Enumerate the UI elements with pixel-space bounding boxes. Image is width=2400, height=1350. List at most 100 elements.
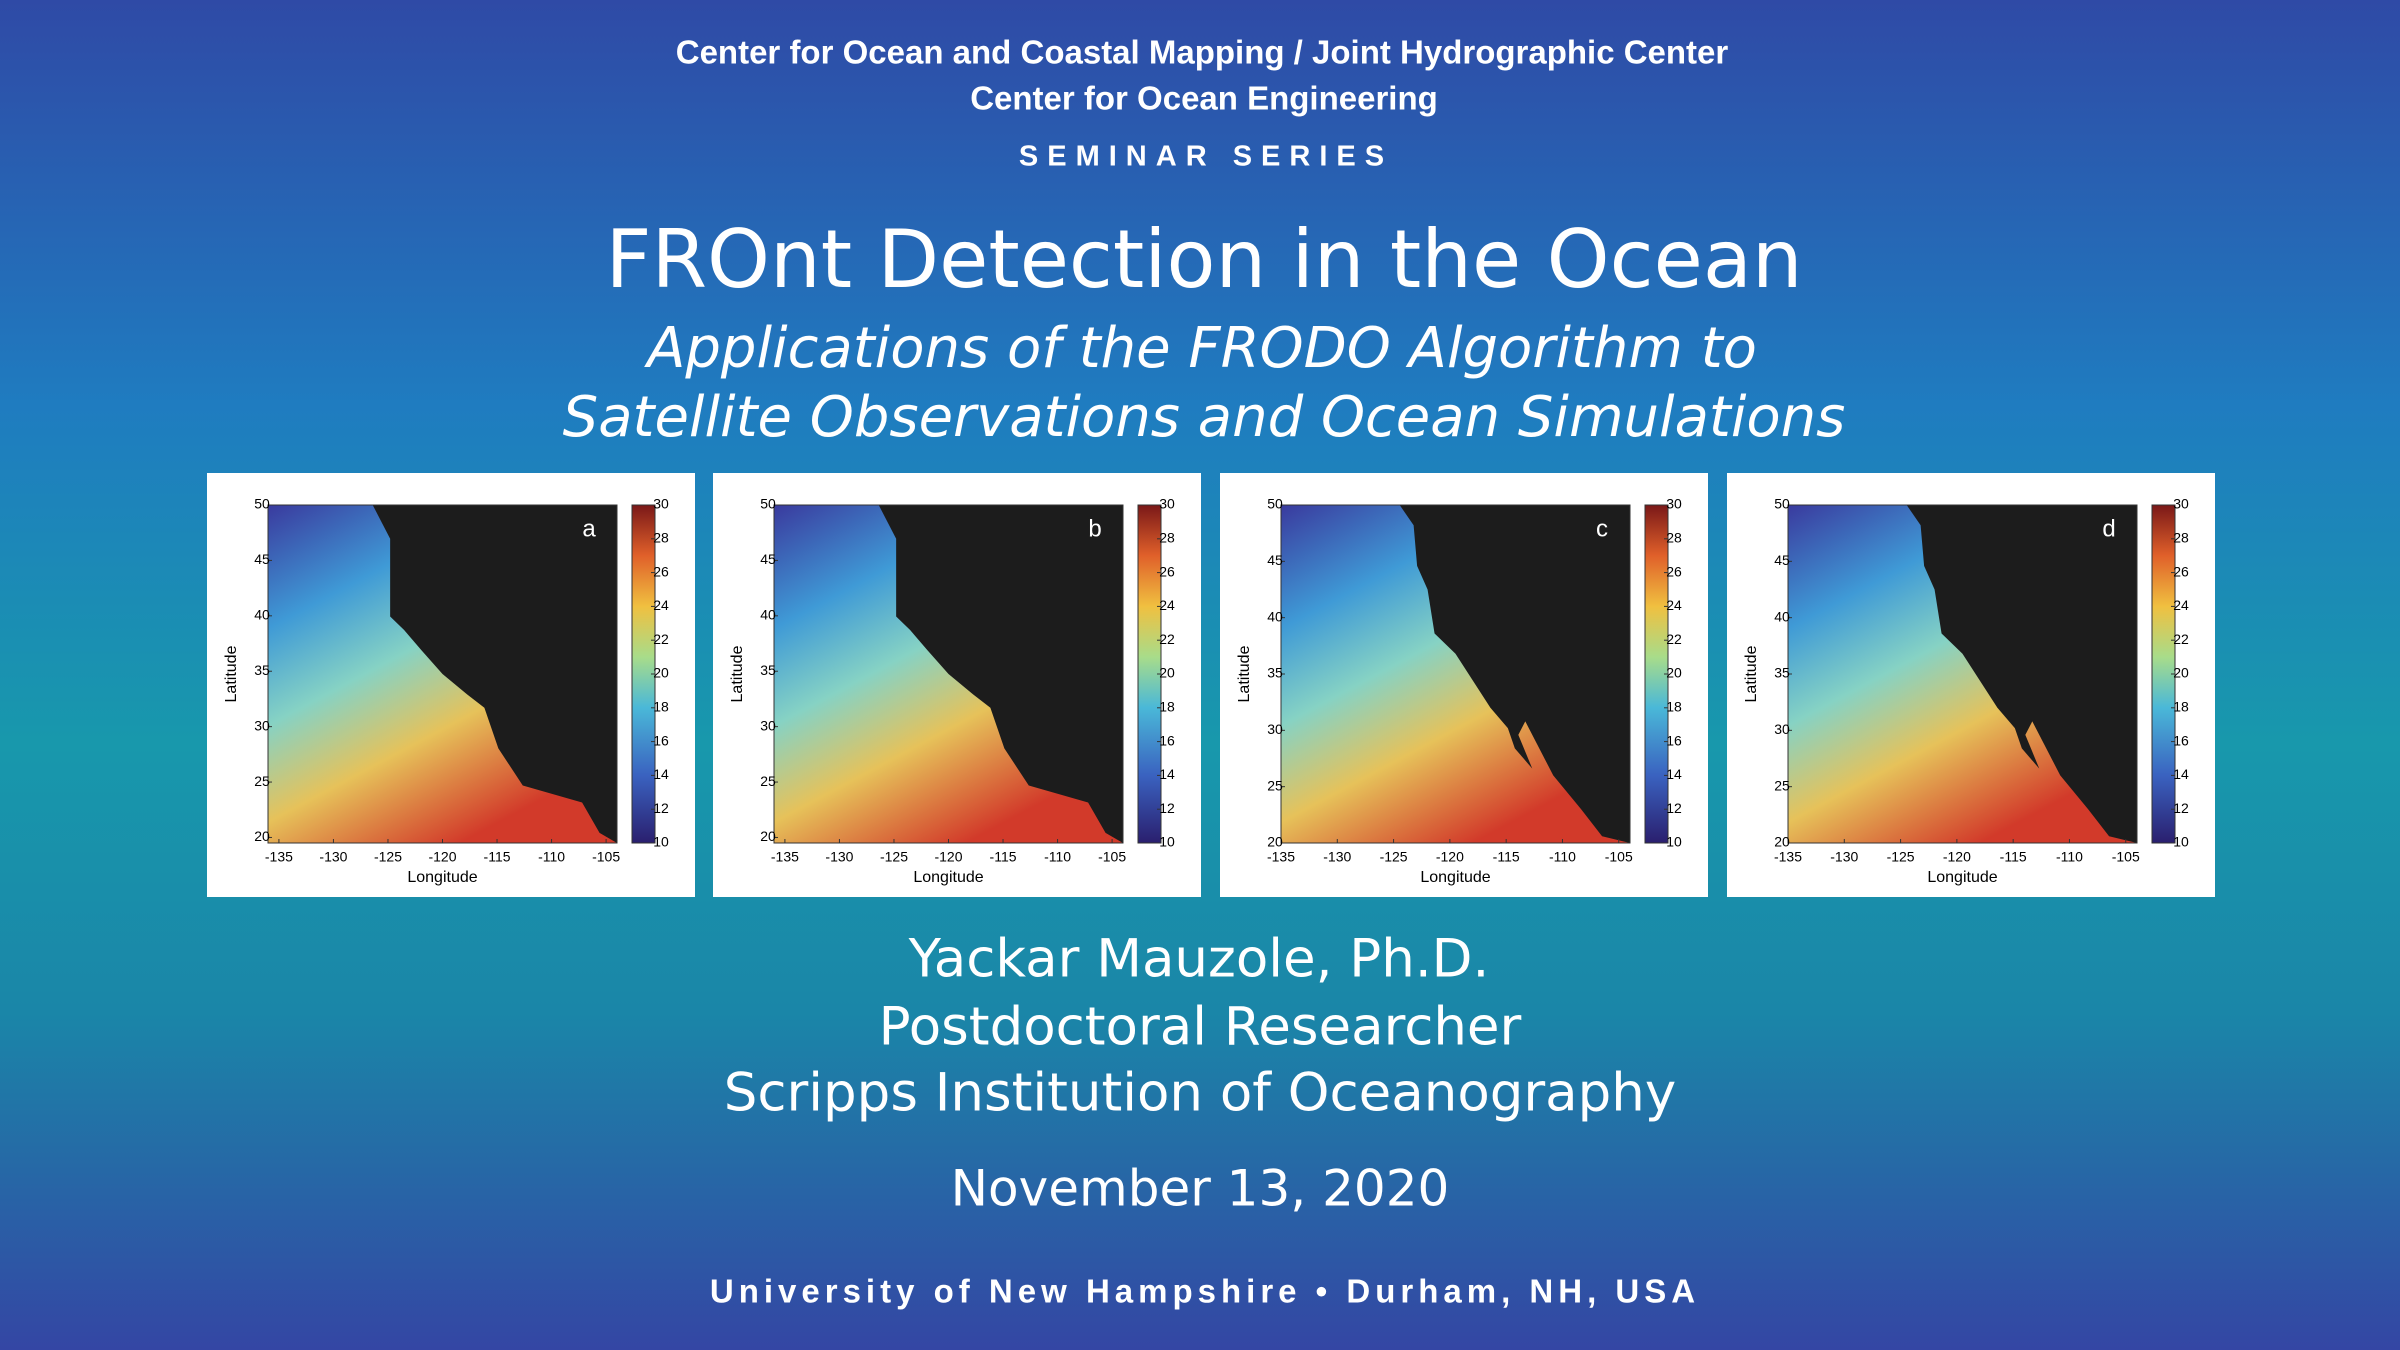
x-tick-label: -120 (428, 849, 456, 865)
colorbar-tick-label: 12 (1666, 800, 1682, 816)
y-tick-label: 20 (1774, 834, 1790, 850)
y-tick-label: 25 (760, 773, 776, 789)
y-tick-label: 40 (760, 607, 776, 623)
colorbar-tick-label: 26 (1666, 563, 1682, 579)
y-axis-label: Latitude (223, 645, 240, 702)
colorbar-tick-label: 22 (653, 631, 669, 647)
colorbar-tick-label: 18 (1666, 699, 1682, 715)
x-tick-label: -120 (1943, 849, 1971, 865)
colorbar-tick-label: 10 (1159, 834, 1175, 850)
y-tick-label: 25 (1774, 777, 1790, 793)
y-tick-label: 35 (1267, 665, 1283, 681)
y-tick-label: 45 (1267, 552, 1283, 568)
speaker-role: Postdoctoral Researcher (879, 997, 1522, 1058)
x-axis-label: Longitude (1420, 869, 1490, 886)
panel-letter: a (582, 515, 596, 542)
colorbar-tick-label: 30 (653, 496, 669, 512)
x-tick-label: -110 (2056, 849, 2083, 865)
x-tick-label: -105 (1098, 849, 1126, 865)
colorbar-tick-label: 28 (2173, 530, 2189, 546)
y-tick-label: 45 (1774, 552, 1790, 568)
x-tick-label: -105 (2112, 849, 2140, 865)
y-tick-label: 30 (1774, 721, 1790, 737)
colorbar-tick-label: 26 (2173, 563, 2189, 579)
colorbar-tick-label: 14 (2173, 766, 2189, 782)
colorbar-tick-label: 16 (2173, 732, 2189, 748)
x-tick-label: -125 (1380, 849, 1408, 865)
colorbar-tick-label: 24 (1159, 597, 1175, 613)
x-tick-label: -130 (1323, 849, 1351, 865)
colorbar-tick-label: 24 (1666, 597, 1682, 613)
speaker-name: Yackar Mauzole, Ph.D. (908, 929, 1490, 990)
colorbar-tick-label: 14 (1159, 766, 1175, 782)
figure-panel: a -135 -130 -125 -120 -115 -110 -105 20 25 30 35 40 4… (207, 473, 695, 897)
y-tick-label: 45 (254, 551, 270, 567)
x-tick-label: -115 (2000, 849, 2027, 865)
colorbar-tick-label: 30 (2173, 496, 2189, 512)
x-axis-label: Longitude (407, 869, 477, 886)
y-tick-label: 20 (1267, 834, 1283, 850)
x-tick-label: -130 (319, 849, 347, 865)
subtitle: Satellite Observations and Ocean Simulat… (563, 385, 1846, 450)
y-tick-label: 20 (760, 828, 776, 844)
colorbar-tick-label: 28 (653, 530, 669, 546)
colorbar-tick-label: 30 (1666, 496, 1682, 512)
y-tick-label: 35 (1774, 665, 1790, 681)
title: FROnt Detection in the Ocean (605, 213, 1802, 306)
colorbar-tick-label: 22 (1159, 631, 1175, 647)
x-tick-label: -135 (1267, 849, 1295, 865)
colorbar-tick-label: 16 (653, 732, 669, 748)
series-label: SEMINAR SERIES (1019, 141, 1393, 173)
y-tick-label: 50 (760, 496, 776, 512)
panel-letter: c (1596, 515, 1608, 542)
colorbar-tick-label: 12 (1159, 800, 1175, 816)
colorbar-tick-label: 18 (2173, 699, 2189, 715)
y-tick-label: 25 (1267, 777, 1283, 793)
x-tick-label: -110 (1044, 849, 1071, 865)
figure-panel: b -135 -130 -125 -120 -115 -110 -105 20 25 30 35 40 4… (713, 473, 1201, 897)
colorbar-tick-label: 16 (1666, 732, 1682, 748)
y-tick-label: 25 (254, 773, 270, 789)
y-tick-label: 40 (1774, 608, 1790, 624)
y-tick-label: 30 (760, 717, 776, 733)
panels: a -135 -130 -125 -120 -115 -110 -105 20 25 30 35 40 4… (207, 473, 2215, 897)
land-mask (1399, 505, 1630, 843)
y-tick-label: 45 (760, 551, 776, 567)
colorbar-tick-label: 18 (1159, 699, 1175, 715)
colorbar-tick-label: 30 (1159, 496, 1175, 512)
x-tick-label: -130 (1830, 849, 1858, 865)
colorbar-tick-label: 12 (2173, 800, 2189, 816)
colorbar-tick-label: 24 (2173, 597, 2189, 613)
x-tick-label: -135 (771, 849, 799, 865)
colorbar-tick-label: 22 (2173, 631, 2189, 647)
x-tick-label: -125 (374, 849, 402, 865)
y-tick-label: 50 (1774, 496, 1790, 512)
colorbar-tick-label: 12 (653, 800, 669, 816)
x-tick-label: -110 (1549, 849, 1576, 865)
y-tick-label: 20 (254, 828, 270, 844)
colorbar-tick-label: 20 (1159, 665, 1175, 681)
y-tick-label: 50 (1267, 496, 1283, 512)
colorbar-tick-label: 16 (1159, 732, 1175, 748)
x-tick-label: -105 (592, 849, 620, 865)
colorbar-tick-label: 20 (2173, 665, 2189, 681)
footer: University of New Hampshire • Durham, NH… (710, 1273, 1700, 1310)
colorbar-tick-label: 20 (1666, 665, 1682, 681)
x-tick-label: -105 (1605, 849, 1633, 865)
colorbar-tick-label: 10 (1666, 834, 1682, 850)
y-tick-label: 40 (254, 607, 270, 623)
colorbar-tick-label: 10 (653, 834, 669, 850)
colorbar-tick-label: 22 (1666, 631, 1682, 647)
x-tick-label: -125 (1887, 849, 1915, 865)
figure-panel: c -135 -130 -125 -120 -115 -110 -105 20 25 30 35 40 4… (1220, 473, 1708, 897)
x-axis-label: Longitude (1927, 869, 1997, 886)
x-tick-label: -120 (1436, 849, 1464, 865)
x-tick-label: -125 (880, 849, 908, 865)
y-tick-label: 30 (1267, 721, 1283, 737)
figure-panel: d -135 -130 -125 -120 -115 -110 -105 20 25 30 35 40 4… (1727, 473, 2215, 897)
y-tick-label: 30 (254, 717, 270, 733)
colorbar-tick-label: 18 (653, 699, 669, 715)
colorbar-tick-label: 26 (653, 563, 669, 579)
land-mask (1906, 505, 2137, 843)
